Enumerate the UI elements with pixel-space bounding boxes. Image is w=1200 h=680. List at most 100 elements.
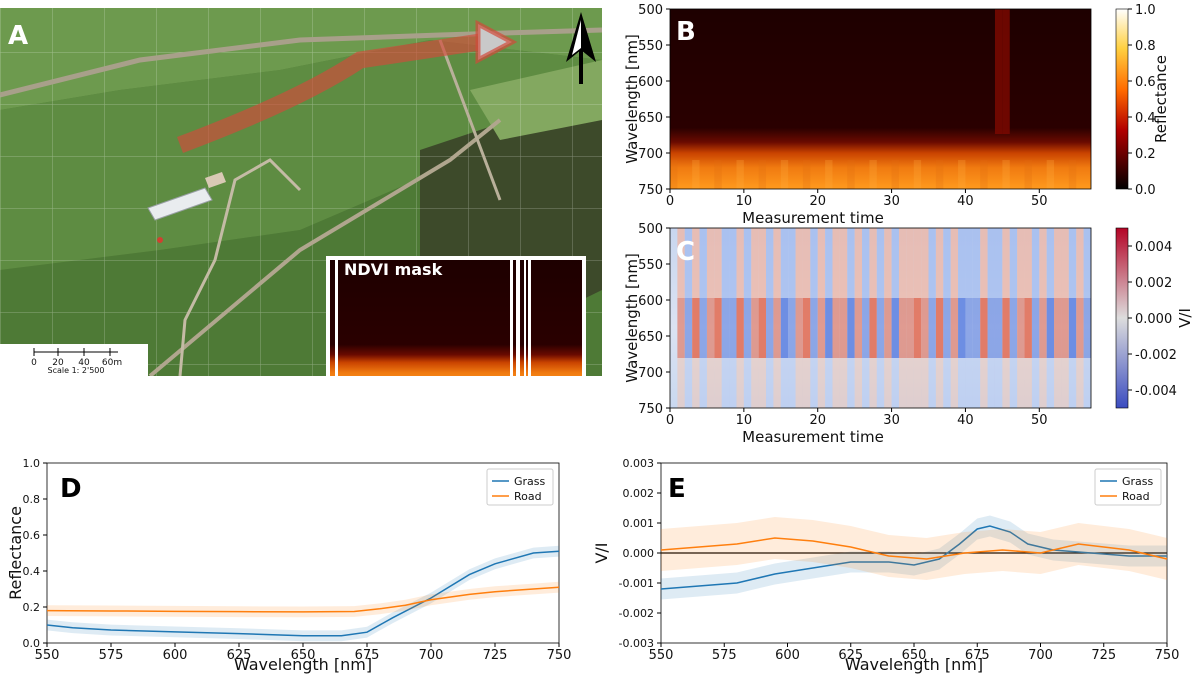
heatmap-c-column	[736, 228, 744, 298]
heatmap-c-column	[802, 228, 811, 298]
y-tick-label: 550	[638, 258, 663, 273]
x-tick-label: 750	[1155, 648, 1180, 663]
heatmap-c-column	[913, 358, 922, 408]
heatmap-c-column	[980, 228, 988, 298]
heatmap-c-column	[839, 228, 848, 298]
heatmap-c-column	[876, 298, 885, 358]
chart-d: 550 575 600 625 650 675 700 725 750 0.0 0.2 0.4 0.6 0…	[6, 457, 571, 674]
heatmap-c-column	[987, 228, 995, 298]
heatmap-b-column	[1046, 160, 1055, 189]
heatmap-c-column	[788, 298, 796, 358]
heatmap-b-column	[1002, 160, 1010, 189]
x-axis-label: Measurement time	[742, 209, 884, 227]
heatmap-c-column	[884, 228, 892, 298]
chart-b: 0 10 20 30 40 50 500 550 600 650 700 750 Measuremen…	[623, 3, 1170, 227]
x-tick-label: 625	[838, 648, 863, 663]
heatmap-c-column	[692, 358, 700, 408]
heatmap-c-column	[699, 298, 707, 358]
y-tick-label: 0.0	[23, 637, 41, 650]
heatmap-c-column	[958, 298, 966, 358]
heatmap-c-column	[987, 358, 995, 408]
heatmap-c-column	[758, 358, 767, 408]
heatmap-c-column	[972, 358, 981, 408]
colorbar-tick-label: -0.004	[1135, 384, 1177, 399]
heatmap-c-column	[943, 298, 951, 358]
map-panel: 0 20 40 60m Scale 1: 2'500 NDVI mask	[0, 8, 602, 376]
heatmap-c-column	[921, 228, 929, 298]
heatmap-c-column	[795, 358, 803, 408]
x-tick-label: 700	[419, 648, 444, 663]
heatmap-c-column	[780, 228, 789, 298]
heatmap-c-column	[795, 298, 803, 358]
heatmap-c-column	[780, 358, 789, 408]
colorbar-c	[1115, 227, 1129, 409]
heatmap-c-column	[773, 358, 781, 408]
colorbar-tick-label: 1.0	[1135, 3, 1156, 18]
x-tick-label: 550	[35, 648, 60, 663]
x-tick-label: 725	[483, 648, 508, 663]
heatmap-c-column	[714, 298, 722, 358]
y-tick-label: 500	[638, 222, 663, 237]
heatmap-c-column	[1017, 358, 1025, 408]
x-tick-label: 625	[227, 648, 252, 663]
heatmap-c-column	[677, 228, 685, 298]
y-tick-label: 0.001	[623, 517, 655, 530]
colorbar-tick-label: 0.002	[1135, 276, 1172, 291]
heatmap-c-column	[684, 358, 693, 408]
heatmap-c-column	[1061, 298, 1069, 358]
y-tick-label: 0.6	[23, 529, 41, 542]
heatmap-c-column	[743, 298, 752, 358]
series-line-grass	[660, 525, 1167, 590]
heatmap-c-column	[736, 298, 744, 358]
heatmap-c-column	[1076, 298, 1084, 358]
heatmap-b-column	[780, 160, 789, 189]
heatmap-b-column	[980, 160, 988, 189]
x-tick-label: 750	[547, 648, 572, 663]
heatmap-c-column	[817, 228, 826, 298]
heatmap-c-column	[1068, 298, 1077, 358]
x-tick-label: 50	[1031, 413, 1048, 428]
heatmap-c-column	[987, 298, 995, 358]
heatmap-b-column	[891, 160, 899, 189]
ndvi-inset-label: NDVI mask	[344, 260, 443, 279]
heatmap-c-column	[714, 358, 722, 408]
x-tick-label: 575	[99, 648, 124, 663]
heatmap-c-column	[810, 228, 818, 298]
heatmap-c-column	[862, 358, 870, 408]
colorbar-tick-label: 0.6	[1135, 75, 1156, 90]
heatmap-c-column	[714, 228, 722, 298]
heatmap-c-column	[1002, 228, 1010, 298]
heatmap-c-column	[898, 298, 907, 358]
heatmap-c-column	[1009, 298, 1018, 358]
heatmap-c-column	[994, 228, 1003, 298]
heatmap-c-column	[847, 228, 855, 298]
y-tick-label: -0.002	[619, 607, 654, 620]
heatmap-c-column	[965, 298, 973, 358]
heatmap-c-column	[825, 228, 833, 298]
heatmap-c-column	[869, 358, 877, 408]
x-tick-label: 650	[902, 648, 927, 663]
heatmap-c-column	[943, 228, 951, 298]
heatmap-c-column	[869, 298, 877, 358]
heatmap-c-column	[847, 298, 855, 358]
heatmap-b-column	[958, 160, 966, 189]
x-tick-label: 10	[736, 413, 753, 428]
panel-label-d: D	[60, 474, 82, 504]
heatmap-c-column	[766, 298, 774, 358]
heatmap-c-column	[743, 358, 752, 408]
heatmap-c-column	[950, 358, 959, 408]
heatmap-c-column	[854, 228, 863, 298]
ndvi-inset: NDVI mask	[326, 256, 586, 376]
heatmap-c-column	[677, 358, 685, 408]
x-axis-label: Measurement time	[742, 428, 884, 446]
heatmap-c-column	[1031, 298, 1040, 358]
plot-frame	[46, 462, 560, 644]
heatmap-c-column	[1039, 228, 1047, 298]
colorbar-tick-label: 0.000	[1135, 312, 1172, 327]
map-farm-track	[178, 158, 302, 376]
x-tick-label: 700	[1028, 648, 1053, 663]
plot-frame	[669, 227, 1092, 409]
farmhouse	[205, 172, 226, 188]
heatmap-b-field	[670, 9, 1091, 189]
legend-label: Road	[514, 490, 542, 503]
